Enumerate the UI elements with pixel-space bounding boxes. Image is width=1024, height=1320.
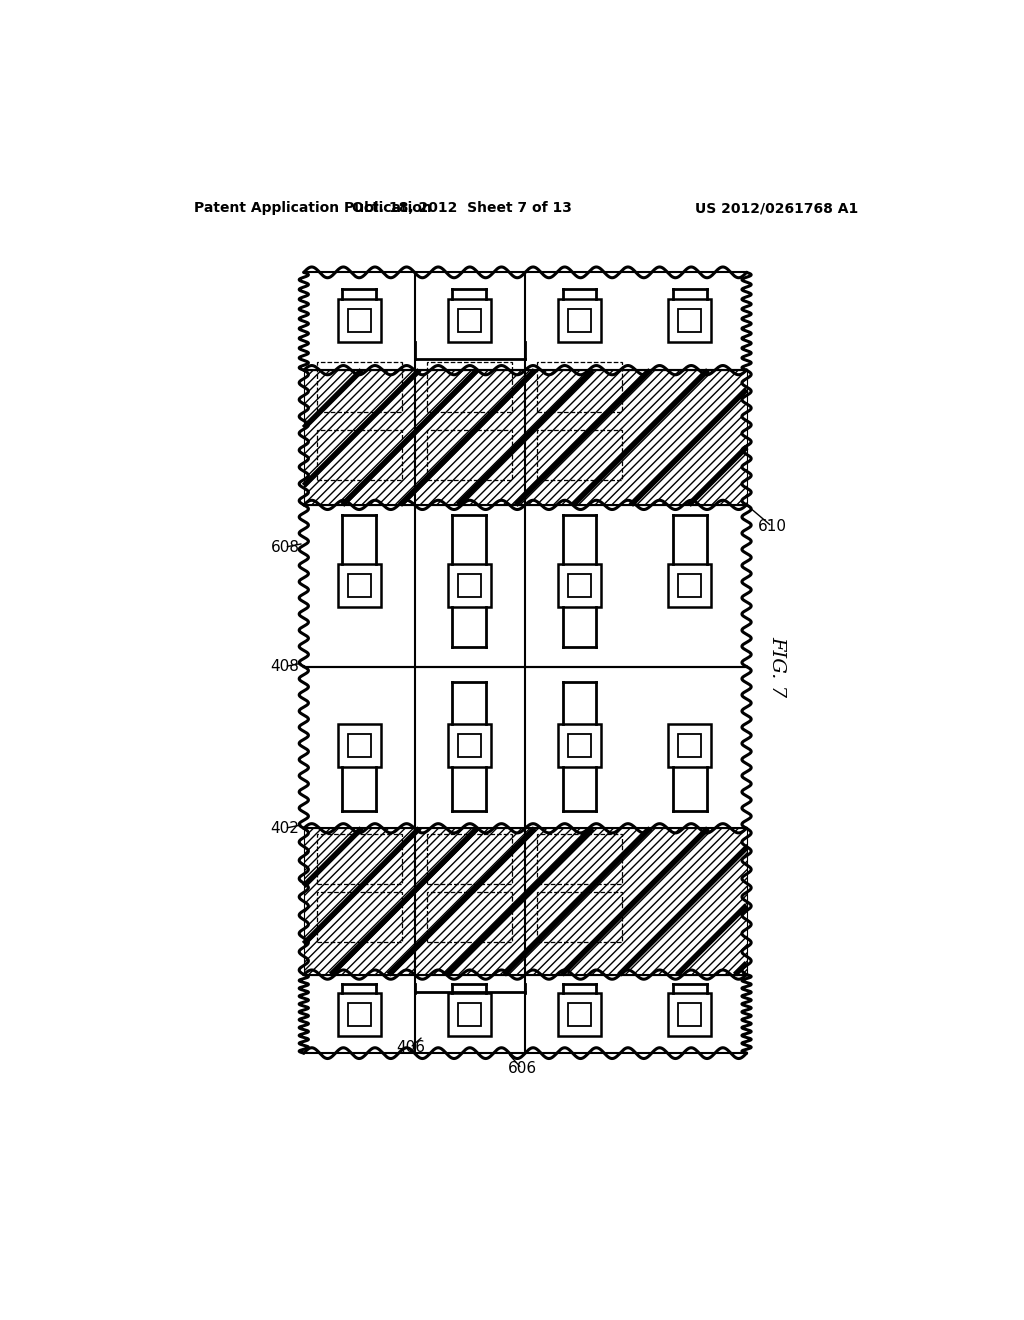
Bar bbox=[568, 574, 591, 598]
Bar bbox=[348, 1003, 371, 1026]
Bar bbox=[458, 574, 481, 598]
Bar bbox=[338, 564, 381, 607]
Bar bbox=[348, 309, 371, 331]
Bar bbox=[678, 734, 701, 756]
Text: Oct. 18, 2012  Sheet 7 of 13: Oct. 18, 2012 Sheet 7 of 13 bbox=[351, 202, 571, 215]
Bar bbox=[447, 298, 490, 342]
Bar bbox=[668, 564, 711, 607]
Bar bbox=[304, 272, 746, 1053]
Bar bbox=[338, 993, 381, 1036]
Bar bbox=[316, 834, 401, 884]
Bar bbox=[678, 574, 701, 598]
Bar bbox=[458, 309, 481, 331]
Bar bbox=[348, 574, 371, 598]
Text: Patent Application Publication: Patent Application Publication bbox=[194, 202, 431, 215]
Text: 610: 610 bbox=[758, 519, 787, 535]
Bar bbox=[558, 993, 601, 1036]
Bar bbox=[678, 1003, 701, 1026]
Bar bbox=[568, 1003, 591, 1026]
Text: 406: 406 bbox=[396, 1040, 425, 1055]
Bar bbox=[304, 370, 746, 506]
Bar bbox=[338, 298, 381, 342]
Bar bbox=[316, 362, 401, 412]
Bar bbox=[427, 430, 512, 480]
Text: 408: 408 bbox=[270, 659, 300, 675]
Bar bbox=[568, 734, 591, 756]
Bar bbox=[458, 1003, 481, 1026]
Bar bbox=[678, 309, 701, 331]
Bar bbox=[538, 430, 622, 480]
Bar bbox=[668, 723, 711, 767]
Bar bbox=[458, 734, 481, 756]
Bar bbox=[348, 734, 371, 756]
Bar bbox=[558, 298, 601, 342]
Bar bbox=[427, 362, 512, 412]
Bar bbox=[668, 993, 711, 1036]
Text: 606: 606 bbox=[508, 1061, 537, 1076]
Bar bbox=[316, 892, 401, 942]
Bar bbox=[304, 829, 746, 974]
Bar bbox=[558, 564, 601, 607]
Bar bbox=[338, 723, 381, 767]
Bar bbox=[538, 834, 622, 884]
Bar bbox=[668, 298, 711, 342]
Text: US 2012/0261768 A1: US 2012/0261768 A1 bbox=[695, 202, 858, 215]
Bar bbox=[558, 723, 601, 767]
Bar bbox=[316, 430, 401, 480]
Bar bbox=[447, 564, 490, 607]
Bar bbox=[538, 362, 622, 412]
Bar bbox=[447, 723, 490, 767]
Text: FIG. 7: FIG. 7 bbox=[768, 636, 786, 697]
Bar bbox=[427, 834, 512, 884]
Bar bbox=[447, 993, 490, 1036]
Text: 402: 402 bbox=[270, 821, 300, 836]
Text: 608: 608 bbox=[270, 540, 300, 554]
Bar bbox=[568, 309, 591, 331]
Bar bbox=[427, 892, 512, 942]
Bar bbox=[538, 892, 622, 942]
